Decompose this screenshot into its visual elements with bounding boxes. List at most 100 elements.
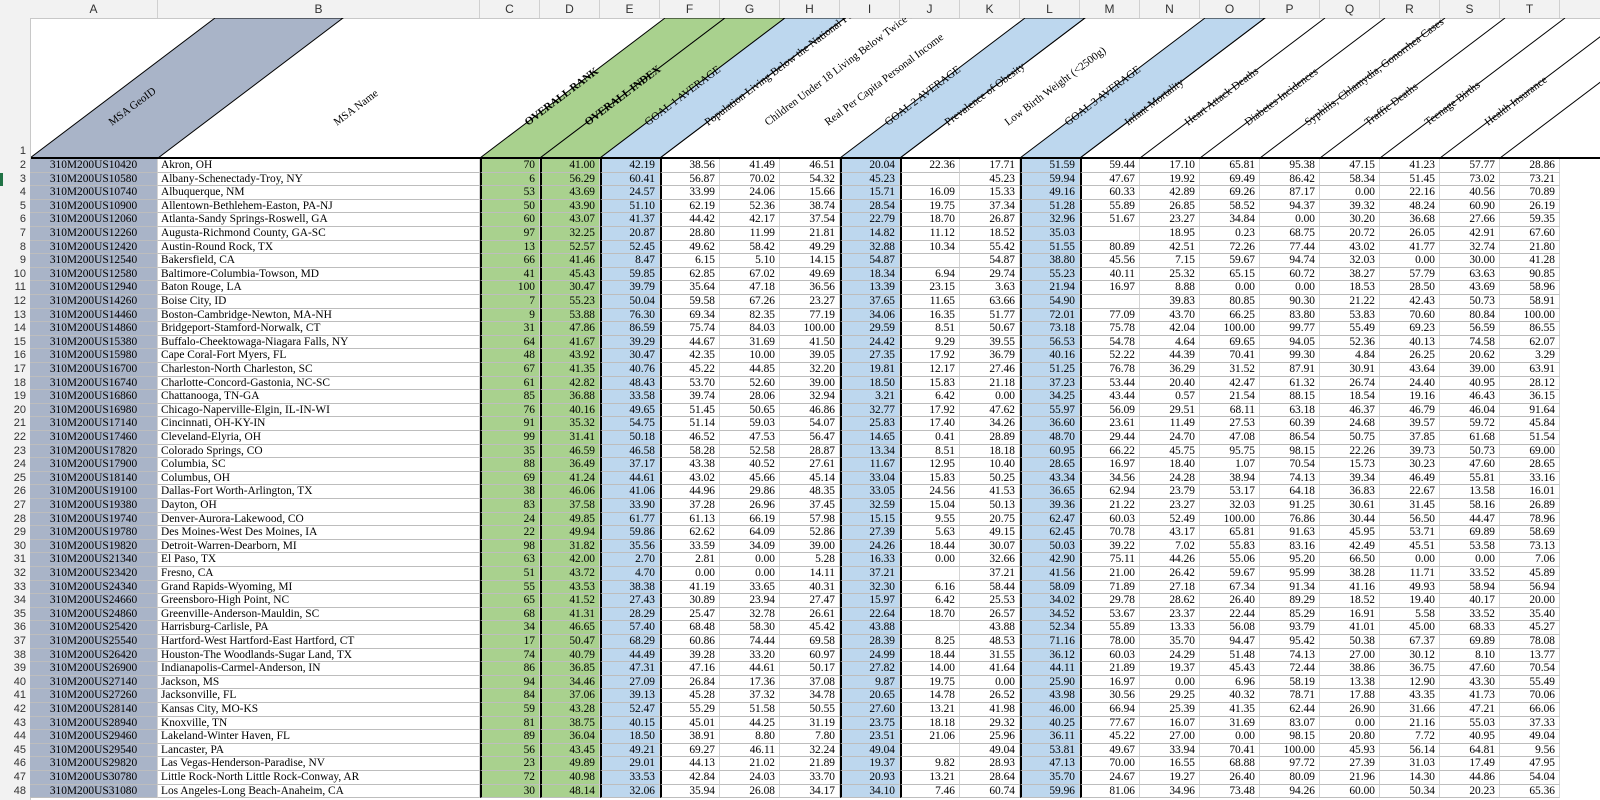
cell-l[interactable]: 44.11 [1020,662,1080,676]
cell-f[interactable]: 69.27 [660,743,720,758]
cell-t[interactable]: 70.06 [1500,689,1560,703]
cell-p[interactable]: 99.77 [1260,322,1320,336]
cell-r[interactable]: 57.79 [1380,267,1440,282]
cell-g[interactable]: 0.00 [720,553,780,567]
cell-o[interactable]: 65.15 [1200,267,1260,282]
cell-h[interactable]: 41.50 [780,335,840,350]
cell-m[interactable]: 56.09 [1080,403,1140,418]
cell-p[interactable]: 74.13 [1260,648,1320,663]
cell-s[interactable]: 20.23 [1440,784,1500,799]
row-number[interactable]: 29 [13,526,26,539]
cell-s[interactable]: 40.95 [1440,730,1500,744]
cell-msa-name[interactable]: Albuquerque, NM [158,186,480,200]
cell-j[interactable]: 8.25 [900,635,960,649]
cell-q[interactable]: 38.86 [1320,662,1380,676]
cell-msa-name[interactable]: Baton Rouge, LA [158,281,480,295]
cell-h[interactable]: 5.28 [780,553,840,567]
cell-i[interactable]: 54.87 [840,254,900,268]
column-letter-l[interactable]: L [1020,0,1080,18]
cell-d[interactable]: 32.25 [540,227,600,241]
cell-m[interactable]: 23.61 [1080,417,1140,431]
cell-i[interactable]: 32.30 [840,580,900,595]
cell-msa-geoid[interactable]: 310M200US25540 [30,635,158,649]
cell-n[interactable]: 42.04 [1140,322,1200,336]
cell-c[interactable]: 74 [480,648,540,663]
cell-l[interactable]: 36.60 [1020,417,1080,431]
cell-msa-name[interactable]: Fresno, CA [158,567,480,581]
cell-c[interactable]: 76 [480,403,540,418]
cell-q[interactable]: 15.73 [1320,458,1380,472]
cell-n[interactable]: 18.40 [1140,458,1200,472]
cell-e[interactable]: 39.79 [600,281,660,295]
cell-msa-geoid[interactable]: 310M200US16860 [30,390,158,404]
row-number[interactable]: 33 [13,580,26,593]
cell-p[interactable]: 77.44 [1260,240,1320,255]
cell-r[interactable]: 31.45 [1380,499,1440,513]
cell-g[interactable]: 8.80 [720,730,780,744]
cell-f[interactable]: 25.47 [660,607,720,622]
cell-h[interactable]: 21.89 [780,757,840,771]
cell-e[interactable]: 38.38 [600,580,660,595]
cell-j[interactable]: 18.70 [900,607,960,622]
cell-j[interactable]: 8.51 [900,322,960,336]
cell-k[interactable]: 41.53 [960,485,1020,499]
cell-t[interactable]: 45.27 [1500,621,1560,635]
cell-r[interactable]: 7.72 [1380,730,1440,744]
cell-c[interactable]: 6 [480,172,540,187]
cell-k[interactable]: 3.63 [960,281,1020,295]
cell-l[interactable]: 37.23 [1020,376,1080,391]
cell-t[interactable]: 73.21 [1500,172,1560,187]
cell-c[interactable]: 60 [480,213,540,227]
cell-f[interactable]: 47.16 [660,662,720,676]
cell-r[interactable]: 22.67 [1380,485,1440,499]
cell-f[interactable]: 39.28 [660,648,720,663]
cell-o[interactable]: 0.00 [1200,730,1260,744]
cell-t[interactable]: 66.06 [1500,703,1560,717]
cell-i[interactable]: 49.04 [840,743,900,758]
row-number[interactable]: 16 [13,349,26,362]
cell-r[interactable]: 5.58 [1380,607,1440,622]
column-letter-f[interactable]: F [660,0,720,18]
cell-t[interactable]: 58.91 [1500,295,1560,309]
cell-t[interactable]: 28.86 [1500,159,1560,173]
cell-j[interactable]: 13.21 [900,703,960,717]
cell-n[interactable]: 33.94 [1140,743,1200,758]
cell-o[interactable]: 58.52 [1200,199,1260,214]
cell-f[interactable]: 38.56 [660,159,720,173]
cell-g[interactable]: 5.10 [720,254,780,268]
row-number[interactable]: 18 [13,376,26,389]
cell-msa-name[interactable]: Austin-Round Rock, TX [158,240,480,255]
cell-q[interactable]: 45.95 [1320,526,1380,540]
cell-f[interactable]: 41.19 [660,580,720,595]
cell-d[interactable]: 43.28 [540,703,600,717]
cell-msa-name[interactable]: Hartford-West Hartford-East Hartford, CT [158,635,480,649]
cell-r[interactable]: 51.45 [1380,172,1440,187]
cell-d[interactable]: 52.57 [540,240,600,255]
cell-e[interactable]: 40.15 [600,716,660,731]
cell-j[interactable]: 15.83 [900,376,960,391]
cell-d[interactable]: 48.14 [540,784,600,799]
cell-e[interactable]: 33.90 [600,499,660,513]
cell-p[interactable]: 72.44 [1260,662,1320,676]
cell-q[interactable]: 20.80 [1320,730,1380,744]
cell-g[interactable]: 0.00 [720,567,780,581]
cell-msa-geoid[interactable]: 310M200US12060 [30,213,158,227]
cell-e[interactable]: 4.70 [600,567,660,581]
cell-s[interactable]: 47.60 [1440,662,1500,676]
cell-msa-name[interactable]: Jacksonville, FL [158,689,480,703]
cell-e[interactable]: 50.04 [600,295,660,309]
cell-msa-geoid[interactable]: 310M200US16980 [30,403,158,418]
cell-f[interactable]: 51.14 [660,417,720,431]
row-number[interactable]: 6 [19,213,26,226]
cell-q[interactable]: 58.34 [1320,172,1380,187]
cell-c[interactable]: 51 [480,567,540,581]
cell-o[interactable]: 55.83 [1200,539,1260,554]
cell-g[interactable]: 32.78 [720,607,780,622]
cell-s[interactable]: 40.56 [1440,186,1500,200]
cell-k[interactable]: 18.18 [960,444,1020,459]
cell-p[interactable]: 99.30 [1260,349,1320,363]
cell-m[interactable]: 39.22 [1080,539,1140,554]
cell-s[interactable]: 57.77 [1440,159,1500,173]
cell-e[interactable]: 54.75 [600,417,660,431]
row-number[interactable]: 34 [13,594,26,607]
